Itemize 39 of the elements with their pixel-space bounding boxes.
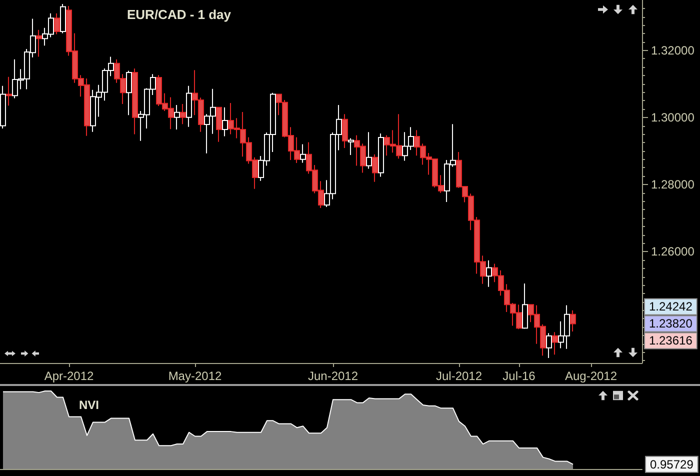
candlestick (60, 4, 66, 34)
candlestick (300, 144, 306, 164)
candlestick (342, 114, 348, 148)
x-tick-label: Aug-2012 (564, 369, 618, 383)
candlestick (180, 104, 186, 125)
x-tick-label: Jul-16 (502, 369, 536, 383)
x-tick-label: May-2012 (168, 369, 222, 383)
text: 1.24242 (649, 300, 693, 314)
candlestick (36, 29, 42, 58)
candlestick (522, 282, 528, 330)
text: 1.23616 (649, 334, 693, 348)
x-tick-label: Jun-2012 (308, 369, 358, 383)
text: 0.95729 (650, 457, 694, 472)
candlestick (0, 85, 6, 129)
text: EUR/CAD - 1 day (127, 7, 232, 22)
candlestick (132, 68, 138, 135)
candlestick (546, 332, 552, 358)
candlestick (126, 70, 132, 116)
candlestick (222, 106, 228, 137)
candlestick (570, 310, 576, 332)
candlestick (6, 76, 12, 106)
y-tick-label: 1.26000 (651, 244, 695, 259)
candlestick (54, 12, 60, 35)
candlestick (216, 106, 222, 142)
candlestick (174, 104, 180, 130)
y-tick-label: 1.28000 (651, 178, 695, 192)
candlestick (486, 260, 492, 288)
x-tick-label: Jul-2012 (436, 369, 482, 383)
candlestick (552, 332, 558, 356)
candlestick (366, 132, 372, 170)
x-tick-label: Apr-2012 (44, 369, 94, 383)
candlestick (186, 85, 192, 128)
y-tick-label: 1.32000 (651, 43, 695, 58)
text: 1.23820 (649, 316, 693, 331)
candlestick (348, 138, 354, 156)
candlestick (372, 154, 378, 182)
candlestick (378, 133, 384, 178)
text: NVI (79, 398, 100, 412)
y-tick-label: 1.30000 (651, 110, 695, 124)
